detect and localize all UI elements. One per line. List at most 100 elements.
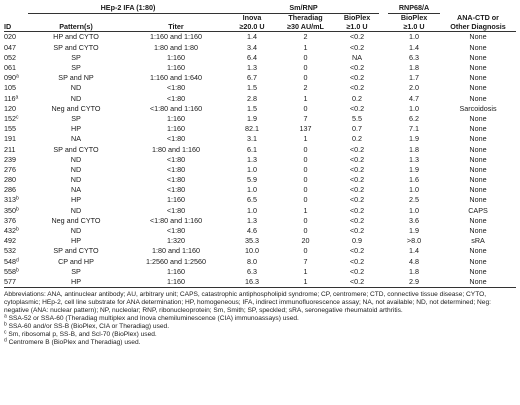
cell-theradiag: 1 — [276, 276, 336, 288]
cell-diagnosis: None — [469, 246, 487, 256]
cell-titer: 1:160 — [124, 276, 229, 288]
cell-inova: 1.9 — [247, 113, 258, 123]
cell-bioplex-rnp: 6.2 — [409, 113, 420, 123]
cell-pattern: SP — [71, 52, 81, 62]
cell-theradiag: 0 — [303, 52, 308, 62]
results-table: HEp-2 IFA (1:80) Sm/RNP RNP68/A ID Patte… — [4, 1, 517, 288]
cell-pattern: HP — [71, 124, 81, 134]
table-row: 155 HP 1:160 82.1 137 0.7 7.1 None — [4, 124, 516, 134]
cell-diagnosis: None — [469, 226, 487, 236]
cell-pattern: HP — [28, 276, 124, 288]
footnote-marker: b — [16, 206, 19, 213]
cell-pattern: NA — [71, 134, 81, 144]
cell-inova: 10.0 — [245, 246, 260, 256]
cell-inova: 16.3 — [228, 276, 277, 288]
cell-id: 090a — [4, 73, 19, 83]
table-row: 052 SP 1:160 6.4 0 NA 6.3 None — [4, 53, 516, 63]
cell-bioplex-rnp: 1.8 — [409, 63, 420, 73]
footnote-text: SSA-60 and/or SS-B (BioPlex, CIA or Ther… — [8, 323, 170, 331]
cell-bioplex-rnp: 1.3 — [409, 154, 420, 164]
cell-titer: <1:80 — [166, 205, 186, 215]
footnote-mark: d — [4, 337, 7, 344]
cell-bioplex-rnp: 2.9 — [388, 276, 441, 288]
table-row: 090a SP and NP 1:160 and 1:640 6.7 0 <0.2 1.7 N… — [4, 73, 516, 83]
col-ana-ctd: ANA-CTD or Other Diagnosis — [440, 13, 517, 33]
cell-id: 155 — [4, 124, 16, 134]
cell-bioplex-rnp: 4.8 — [409, 256, 420, 266]
cell-inova: 35.3 — [245, 236, 260, 246]
table-row: 350b ND <1:80 1.0 1 <0.2 1.0 CAPS — [4, 205, 516, 215]
cell-titer: <1:80 — [166, 226, 186, 236]
table-row: 532 SP and CYTO 1:80 and 1:160 10.0 0 <0.2 1.4… — [4, 246, 516, 256]
cell-theradiag: 0 — [303, 175, 308, 185]
cell-id: 239 — [4, 154, 16, 164]
cell-bioplex-rnp: 1.7 — [409, 73, 420, 83]
cell-theradiag: 0 — [303, 63, 308, 73]
cell-bioplex-sm: <0.2 — [349, 164, 365, 174]
cell-id: 577 — [4, 276, 28, 288]
cell-theradiag: 0 — [303, 73, 308, 83]
cell-theradiag: 0 — [303, 226, 308, 236]
cell-theradiag: 7 — [303, 113, 308, 123]
cell-inova: 3.4 — [247, 42, 258, 52]
cell-titer: 1:320 — [167, 236, 185, 246]
cell-pattern: ND — [70, 154, 82, 164]
cell-inova: 3.1 — [247, 134, 258, 144]
col-pattern: Pattern(s) — [28, 13, 124, 33]
cell-theradiag: 0 — [303, 154, 308, 164]
cell-diagnosis: None — [469, 113, 487, 123]
cell-bioplex-rnp: 1.0 — [409, 185, 420, 195]
footnote-marker: a — [16, 73, 19, 80]
table-footnotes: Abbreviations: ANA, antinuclear antibody… — [4, 291, 516, 348]
cell-bioplex-rnp: 2.0 — [409, 83, 420, 93]
cell-inova: 1.5 — [247, 83, 258, 93]
cell-bioplex-sm: 0.7 — [352, 124, 363, 134]
cell-diagnosis: None — [469, 124, 487, 134]
cell-bioplex-rnp: 1.4 — [409, 42, 420, 52]
cell-id: 492 — [4, 236, 16, 246]
footnote-mark: b — [4, 321, 7, 328]
cell-pattern: HP — [71, 195, 81, 205]
cell-diagnosis: None — [469, 73, 487, 83]
cell-bioplex-sm: <0.2 — [349, 83, 365, 93]
cell-id: 120 — [4, 103, 16, 113]
cell-inova: 1.3 — [247, 215, 258, 225]
cell-inova: 4.6 — [247, 226, 258, 236]
cell-pattern: SP — [71, 63, 81, 73]
cell-id: 105 — [4, 83, 16, 93]
cell-diagnosis: None — [469, 144, 487, 154]
cell-titer: 1:160 — [167, 52, 185, 62]
cell-bioplex-rnp: 1.0 — [409, 103, 420, 113]
footnote-marker: d — [16, 257, 19, 264]
table-row: 280 ND <1:80 5.9 0 <0.2 1.6 None — [4, 175, 516, 185]
smrnp-group-header: Sm/RNP — [228, 1, 380, 14]
column-header-row: ID Pattern(s) Titer Inova ≥20.0 U Theradi… — [4, 13, 517, 33]
cell-theradiag: 1 — [303, 42, 308, 52]
cell-id: 350b — [4, 205, 19, 215]
table-body: 020 HP and CYTO 1:160 and 1:160 1.4 2 <0.2 1.0… — [4, 32, 517, 288]
cell-titer: 1:160 — [167, 195, 185, 205]
cell-diagnosis: None — [469, 175, 487, 185]
table-row: 492 HP 1:320 35.3 20 0.9 >8.0 sRA — [4, 236, 516, 246]
cell-diagnosis: None — [469, 154, 487, 164]
cell-inova: 1.3 — [247, 63, 258, 73]
cell-pattern: ND — [70, 93, 82, 103]
cell-bioplex-rnp: >8.0 — [406, 236, 422, 246]
cell-bioplex-rnp: 1.8 — [409, 266, 420, 276]
cell-diagnosis: None — [469, 63, 487, 73]
cell-titer: 1:80 and 1:160 — [152, 144, 200, 154]
cell-diagnosis: None — [469, 195, 487, 205]
cell-id: 280 — [4, 175, 16, 185]
cell-id: 191 — [4, 134, 16, 144]
cell-titer: 1:2560 and 1:2560 — [146, 256, 206, 266]
footnote-list: a SSA-52 or SSA-60 (Theradiag multiplex … — [4, 314, 516, 347]
cell-bioplex-rnp: 1.9 — [409, 134, 420, 144]
cell-bioplex-sm: <0.2 — [349, 42, 365, 52]
col-theradiag: Theradiag ≥30 AU/mL — [276, 13, 336, 33]
cell-bioplex-rnp: 1.6 — [409, 175, 420, 185]
cell-bioplex-sm: <0.2 — [349, 266, 365, 276]
cell-pattern: HP and CYTO — [53, 32, 99, 42]
cell-bioplex-rnp: 4.7 — [409, 93, 420, 103]
cell-theradiag: 2 — [303, 32, 308, 42]
cell-id: 548d — [4, 256, 19, 266]
